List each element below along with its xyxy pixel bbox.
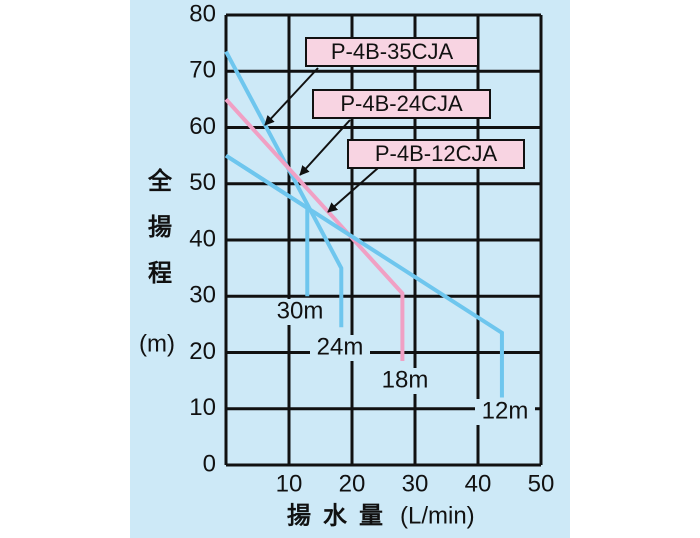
y-axis-label: 全揚程 [144,167,173,306]
y-tick-label: 50 [189,169,216,196]
y-tick-label: 60 [189,113,216,140]
label-bg [270,299,330,325]
y-axis-unit: (m) [139,330,175,357]
curve-label: 24m [317,333,364,360]
label-bg [375,368,435,394]
x-tick-label: 10 [276,470,303,497]
curve-label: 18m [382,366,429,393]
annotation-box [305,37,479,67]
label-bg [475,399,535,425]
x-tick-label: 30 [402,470,429,497]
annotation-box [347,139,525,169]
annotation-arrow [299,119,351,176]
y-tick-label: 20 [189,338,216,365]
annotation-arrow [327,167,379,213]
annotation: P-4B-12CJA [375,141,498,166]
annotation-box [312,89,491,119]
curve [224,98,405,361]
x-axis-unit: (L/min) [400,502,475,529]
annotation: P-4B-35CJA [331,39,454,64]
x-axis-label: 揚水量 [287,501,395,529]
y-tick-label: 80 [189,0,216,27]
curve-label: 12m [482,397,529,424]
annotation: P-4B-24CJA [340,91,463,116]
y-tick-label: 40 [189,225,216,252]
x-tick-label: 20 [339,470,366,497]
y-tick-label: 30 [189,282,216,309]
curve-label: 30m [277,297,324,324]
x-tick-label: 50 [528,470,555,497]
curve [224,153,504,398]
annotation-arrow [264,67,319,126]
y-tick-label: 10 [189,394,216,421]
y-tick-label: 0 [203,450,216,477]
label-bg [310,335,370,361]
x-tick-label: 40 [465,470,492,497]
y-tick-label: 70 [189,57,216,84]
